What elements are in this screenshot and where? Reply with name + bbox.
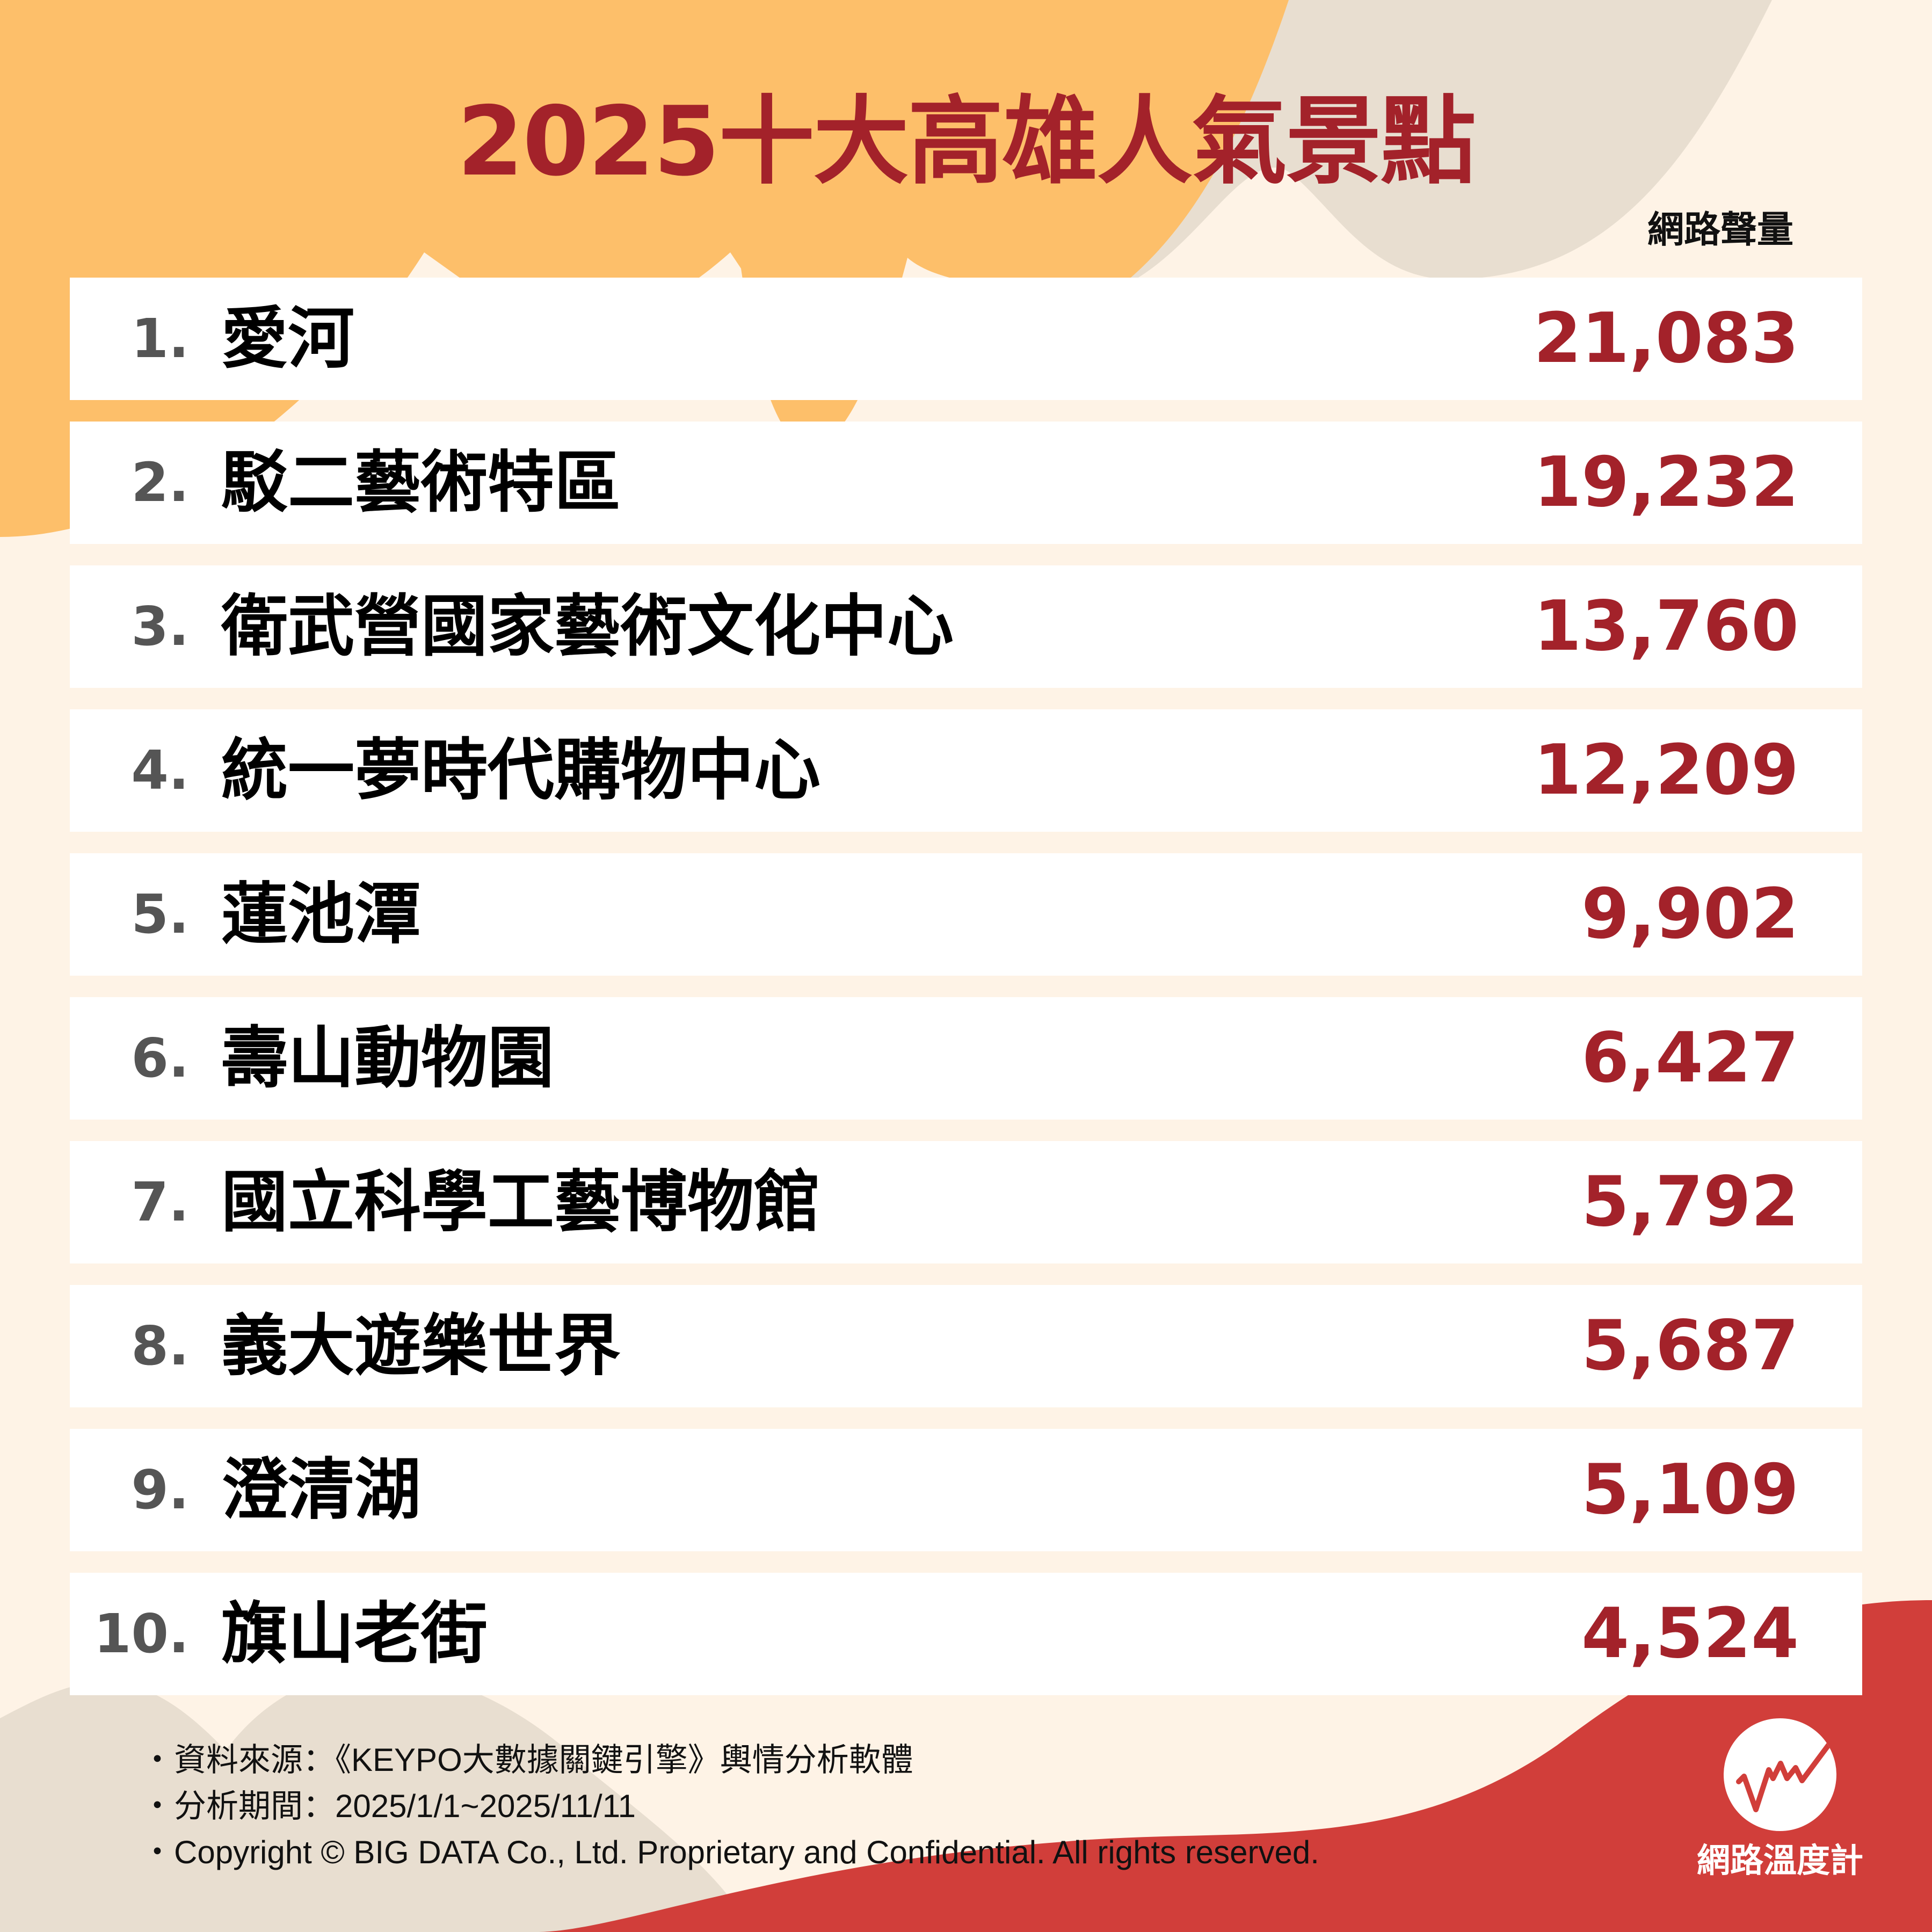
spot-name: 駁二藝術特區 <box>221 444 621 521</box>
footer-source: ・資料來源：《KEYPO大數據關鍵引擎》輿情分析軟體 <box>141 1737 1319 1783</box>
ranking-row: 10. 旗山老街 4,524 <box>70 1573 1862 1695</box>
ranking-row: 6. 壽山動物園 6,427 <box>70 997 1862 1120</box>
volume-value: 5,109 <box>1581 1450 1799 1530</box>
spot-name: 愛河 <box>221 300 355 377</box>
rank-number: 6. <box>131 1027 189 1090</box>
rank-number: 10. <box>93 1602 189 1665</box>
spot-name: 義大遊樂世界 <box>221 1308 621 1385</box>
brand-name: 網路溫度計 <box>1696 1841 1863 1880</box>
rank-number: 9. <box>131 1458 189 1521</box>
spot-name: 衛武營國家藝術文化中心 <box>221 588 954 665</box>
volume-value: 5,687 <box>1581 1306 1799 1386</box>
spot-name: 澄清湖 <box>221 1451 422 1529</box>
ranking-row: 7. 國立科學工藝博物館 5,792 <box>70 1141 1862 1263</box>
rank-number: 4. <box>131 739 189 802</box>
ranking-row: 1. 愛河 21,083 <box>70 278 1862 400</box>
footer-copyright: ・Copyright © BIG DATA Co., Ltd. Propriet… <box>141 1829 1319 1876</box>
spot-name: 壽山動物園 <box>221 1020 555 1097</box>
rank-number: 8. <box>131 1314 189 1377</box>
spot-name: 旗山老街 <box>221 1595 488 1673</box>
volume-value: 21,083 <box>1534 299 1799 379</box>
column-header-volume: 網路聲量 <box>1647 209 1793 251</box>
bullet-icon: ・ <box>141 1788 173 1824</box>
volume-value: 19,232 <box>1534 442 1799 522</box>
volume-value: 4,524 <box>1581 1594 1799 1674</box>
spot-name: 國立科學工藝博物館 <box>221 1164 821 1241</box>
footer-notes: ・資料來源：《KEYPO大數據關鍵引擎》輿情分析軟體 ・分析期間：2025/1/… <box>141 1737 1319 1876</box>
ranking-row: 5. 蓮池潭 9,902 <box>70 853 1862 976</box>
page-title: 2025十大高雄人氣景點 <box>457 86 1476 197</box>
rank-number: 2. <box>131 451 189 514</box>
rank-number: 5. <box>131 883 189 946</box>
bullet-icon: ・ <box>141 1742 173 1778</box>
footer-period: ・分析期間：2025/1/1~2025/11/11 <box>141 1783 1319 1829</box>
ranking-list: 1. 愛河 21,083 2. 駁二藝術特區 19,232 3. 衛武營國家藝術… <box>70 278 1862 1717</box>
bullet-icon: ・ <box>141 1834 173 1870</box>
spot-name: 統一夢時代購物中心 <box>221 732 821 809</box>
ranking-row: 4. 統一夢時代購物中心 12,209 <box>70 709 1862 832</box>
rank-number: 7. <box>131 1171 189 1233</box>
ranking-row: 8. 義大遊樂世界 5,687 <box>70 1285 1862 1407</box>
volume-value: 9,902 <box>1581 874 1799 954</box>
source-text: 資料來源：《KEYPO大數據關鍵引擎》輿情分析軟體 <box>174 1742 913 1778</box>
volume-value: 13,760 <box>1534 586 1799 666</box>
trend-line-icon <box>1724 1718 1836 1831</box>
ranking-row: 9. 澄清湖 5,109 <box>70 1429 1862 1551</box>
copyright-text: Copyright © BIG DATA Co., Ltd. Proprieta… <box>174 1834 1319 1870</box>
spot-name: 蓮池潭 <box>221 876 422 953</box>
volume-value: 5,792 <box>1581 1162 1799 1242</box>
ranking-row: 3. 衛武營國家藝術文化中心 13,760 <box>70 565 1862 688</box>
rank-number: 3. <box>131 595 189 658</box>
brand-logo: 網路溫度計 <box>1691 1718 1869 1877</box>
period-text: 分析期間：2025/1/1~2025/11/11 <box>174 1788 636 1824</box>
volume-value: 6,427 <box>1581 1018 1799 1098</box>
rank-number: 1. <box>131 307 189 370</box>
ranking-row: 2. 駁二藝術特區 19,232 <box>70 422 1862 544</box>
volume-value: 12,209 <box>1534 730 1799 810</box>
